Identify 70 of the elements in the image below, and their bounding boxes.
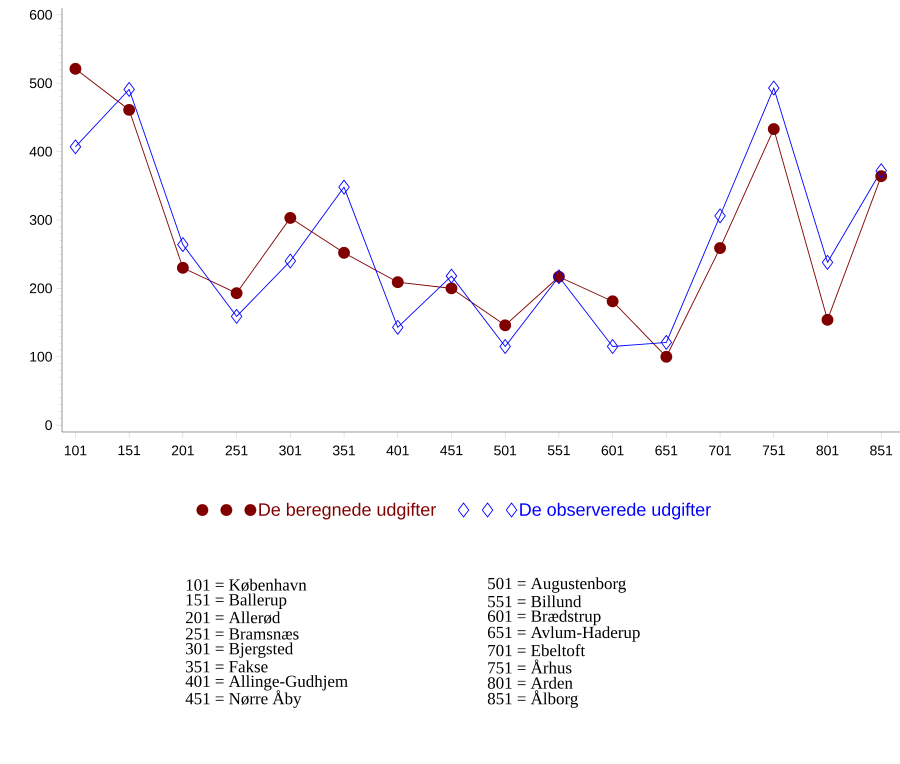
x-tick-label: 501 (494, 445, 516, 456)
x-tick-label: 851 (870, 445, 892, 456)
x-tick-label: 701 (709, 445, 732, 456)
point (338, 246, 350, 259)
text: 551 = Billund (488, 595, 582, 608)
point (822, 314, 834, 326)
point (70, 139, 82, 154)
text: 801 = Arden (488, 676, 573, 689)
text: 751 = Århus (488, 659, 572, 674)
point (660, 334, 672, 350)
text: 451 = Nørre Åby (186, 690, 302, 708)
x-tick-label: 251 (226, 445, 248, 456)
point (392, 276, 404, 288)
point (284, 254, 296, 268)
legend-label: De beregnede udgifter (259, 502, 436, 520)
x-tick-label: 101 (64, 445, 86, 456)
text: 101 = København (186, 578, 306, 592)
y-tick-label: 400 (30, 146, 52, 157)
point (660, 350, 672, 363)
point (177, 237, 189, 252)
point (123, 104, 136, 116)
x-tick-label: 151 (118, 446, 140, 456)
text: 351 = Fakse (186, 660, 268, 672)
x-tick-label: 801 (816, 445, 838, 456)
text: 301 = Bjergsted (186, 642, 294, 658)
point (392, 320, 404, 335)
x-tick-label: 401 (386, 445, 409, 456)
text: 601 = Brædstrup (488, 610, 601, 626)
x-tick-label: 751 (762, 446, 785, 456)
point (176, 262, 189, 274)
x-tick-label: 351 (332, 445, 355, 456)
y-tick-label: 300 (30, 215, 52, 225)
x-tick-label: 551 (548, 446, 570, 456)
point (446, 268, 458, 284)
text: 851 = Ålborg (488, 690, 578, 708)
point (230, 308, 242, 324)
x-tick-label: 601 (602, 445, 624, 456)
x-tick-label: 651 (655, 445, 678, 456)
text: 151 = Ballerup (186, 594, 286, 609)
point (500, 339, 511, 354)
y-tick-label: 500 (30, 78, 52, 88)
x-tick-label: 301 (279, 445, 302, 456)
point (606, 295, 619, 308)
point (714, 208, 726, 224)
text: 501 = Augustenborg (488, 577, 626, 593)
point (499, 319, 512, 332)
point (606, 339, 618, 354)
legend-label: De observerede udgifter (520, 502, 711, 520)
text: 401 = Allinge-Gudhjem (186, 675, 348, 690)
text: 251 = Bramsnæs (186, 628, 299, 640)
point (230, 287, 243, 300)
x-tick-label: 201 (172, 445, 194, 456)
point (768, 123, 780, 135)
text: 701 = Ebeltoft (488, 644, 586, 656)
text: 201 = Allerød (186, 611, 280, 624)
y-tick-label: 100 (30, 352, 52, 362)
point (822, 254, 834, 270)
point (446, 282, 458, 294)
y-tick-label: 200 (30, 283, 52, 294)
y-tick-label: 0 (45, 420, 52, 430)
point (338, 180, 350, 195)
point (284, 212, 296, 224)
point (768, 80, 780, 96)
point (70, 62, 82, 75)
y-tick-label: 600 (30, 10, 52, 20)
x-tick-label: 451 (440, 446, 462, 456)
point (714, 242, 726, 254)
point (123, 82, 135, 97)
text: 651 = Avlum-Haderup (488, 626, 640, 642)
point (876, 163, 887, 178)
